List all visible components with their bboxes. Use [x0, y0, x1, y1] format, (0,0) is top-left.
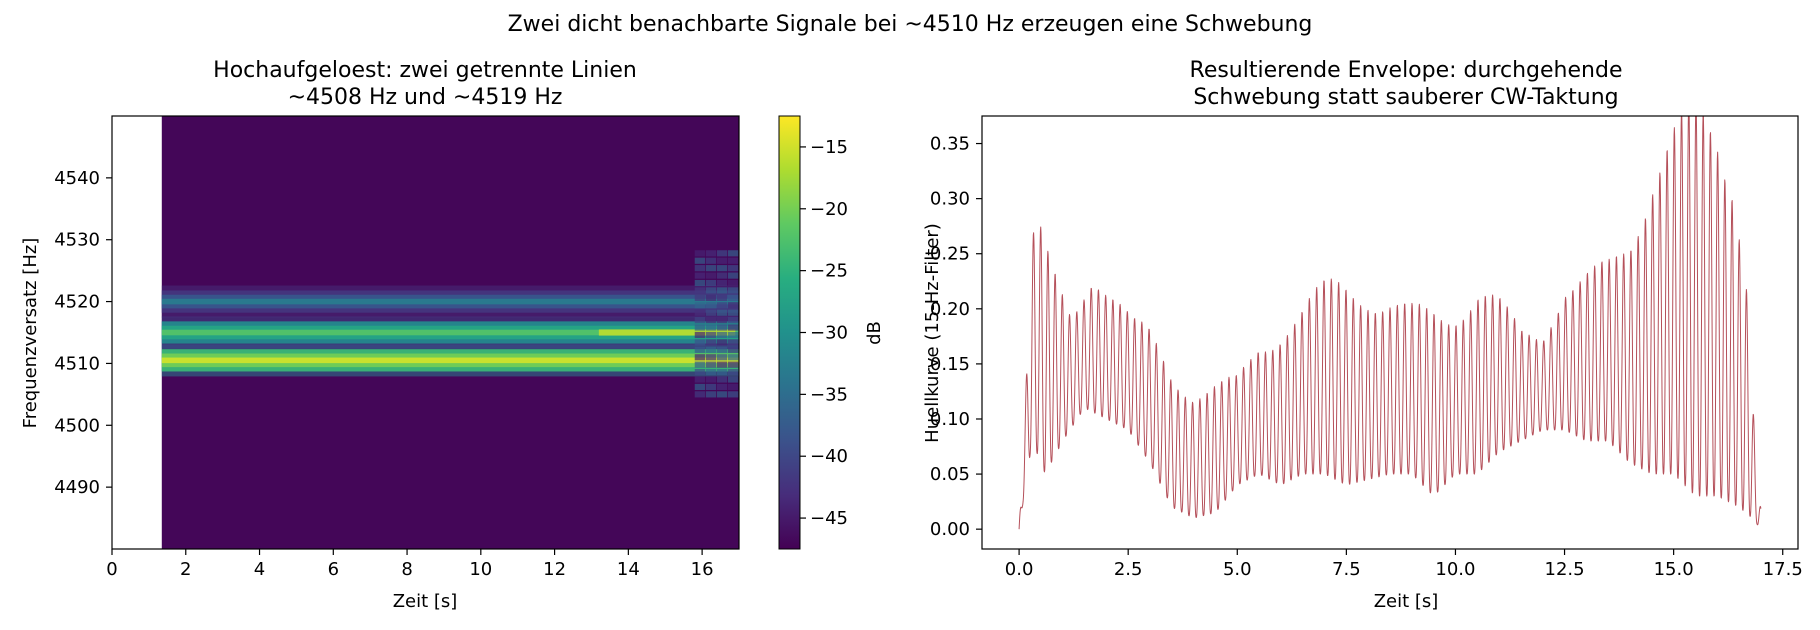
colorbar-tick-label: −25 [810, 261, 848, 282]
envelope-line [1018, 116, 1762, 530]
envelope-y-tick-label: 0.20 [930, 299, 970, 320]
spectrogram-y-tick-label: 4510 [54, 353, 100, 374]
spectrogram-panel: Hochaufgeloest: zwei getrennte Linien ~4… [20, 58, 740, 612]
colorbar-tick-label: −35 [810, 384, 848, 405]
envelope-ylabel: Huellkurve (15-Hz-Filter) [922, 223, 943, 443]
spectrogram-x-tick-label: 12 [543, 559, 566, 580]
envelope-y-tick-label: 0.15 [930, 354, 970, 375]
envelope-xlabel: Zeit [s] [1374, 591, 1439, 612]
spectrogram-title-line1: Hochaufgeloest: zwei getrennte Linien [213, 58, 637, 83]
spectrogram-frame [111, 115, 740, 550]
colorbar-label: dB [864, 321, 885, 345]
envelope-frame [981, 115, 1799, 550]
spectrogram-ylabel: Frequenzversatz [Hz] [20, 238, 41, 429]
spectrogram-line-2-late [598, 329, 736, 336]
spectrogram-x-tick-label: 6 [328, 559, 339, 580]
spectrogram-x-tick-label: 4 [254, 559, 265, 580]
spectrogram-x-tick-label: 10 [469, 559, 492, 580]
spectrogram-y-tick-label: 4530 [54, 230, 100, 251]
spectrogram-x-ticks: 0 2 4 6 8 10 12 14 16 [106, 549, 714, 580]
colorbar-tick-label: −45 [810, 508, 848, 529]
colorbar: −15 −20 −25 −30 −35 −40 −45 dB [778, 115, 885, 550]
spectrogram-xlabel: Zeit [s] [393, 591, 458, 612]
envelope-title-line1: Resultierende Envelope: durchgehende [1190, 58, 1623, 83]
spectrogram-y-ticks: 4490 4500 4510 4520 4530 4540 [54, 168, 112, 498]
spectrogram-x-tick-label: 0 [106, 559, 117, 580]
spectrogram-image [161, 116, 739, 549]
colorbar-tick-label: −30 [810, 323, 848, 344]
envelope-x-tick-label: 15.0 [1654, 559, 1694, 580]
colorbar-gradient [778, 115, 801, 550]
envelope-x-tick-label: 17.5 [1763, 559, 1803, 580]
spectrogram-y-tick-label: 4520 [54, 292, 100, 313]
colorbar-tick-label: −40 [810, 446, 848, 467]
spectrogram-title-line2: ~4508 Hz und ~4519 Hz [288, 85, 563, 110]
colorbar-tick-label: −15 [810, 137, 848, 158]
envelope-y-ticks: 0.00 0.05 0.10 0.15 0.20 0.25 0.30 0.35 [930, 134, 982, 540]
spectrogram-y-tick-label: 4490 [54, 477, 100, 498]
envelope-x-ticks: 0.0 2.5 5.0 7.5 10.0 12.5 15.0 17.5 [1005, 549, 1803, 580]
spectrogram-line-1 [161, 344, 739, 377]
envelope-x-tick-label: 2.5 [1114, 559, 1143, 580]
colorbar-ticks: −15 −20 −25 −30 −35 −40 −45 [800, 137, 848, 529]
spectrogram-y-tick-label: 4500 [54, 415, 100, 436]
spectrogram-speckle [694, 250, 739, 398]
envelope-x-tick-label: 0.0 [1005, 559, 1034, 580]
spectrogram-x-tick-label: 14 [617, 559, 640, 580]
spectrogram-x-tick-label: 8 [401, 559, 412, 580]
spectrogram-x-tick-label: 16 [691, 559, 714, 580]
figure-suptitle: Zwei dicht benachbarte Signale bei ~4510… [508, 12, 1313, 37]
envelope-x-tick-label: 5.0 [1223, 559, 1252, 580]
colorbar-tick-label: −20 [810, 199, 848, 220]
envelope-panel: Resultierende Envelope: durchgehende Sch… [922, 58, 1803, 612]
envelope-y-tick-label: 0.10 [930, 409, 970, 430]
envelope-title-line2: Schwebung statt sauberer CW-Taktung [1193, 85, 1618, 110]
envelope-y-tick-label: 0.35 [930, 134, 970, 155]
envelope-x-tick-label: 12.5 [1545, 559, 1585, 580]
envelope-x-tick-label: 10.0 [1435, 559, 1475, 580]
envelope-y-tick-label: 0.00 [930, 519, 970, 540]
spectrogram-y-tick-label: 4540 [54, 168, 100, 189]
spectrogram-line-3 [161, 285, 739, 318]
spectrogram-x-tick-label: 2 [180, 559, 191, 580]
envelope-x-tick-label: 7.5 [1332, 559, 1361, 580]
envelope-y-tick-label: 0.30 [930, 189, 970, 210]
envelope-y-tick-label: 0.05 [930, 464, 970, 485]
envelope-y-tick-label: 0.25 [930, 244, 970, 265]
